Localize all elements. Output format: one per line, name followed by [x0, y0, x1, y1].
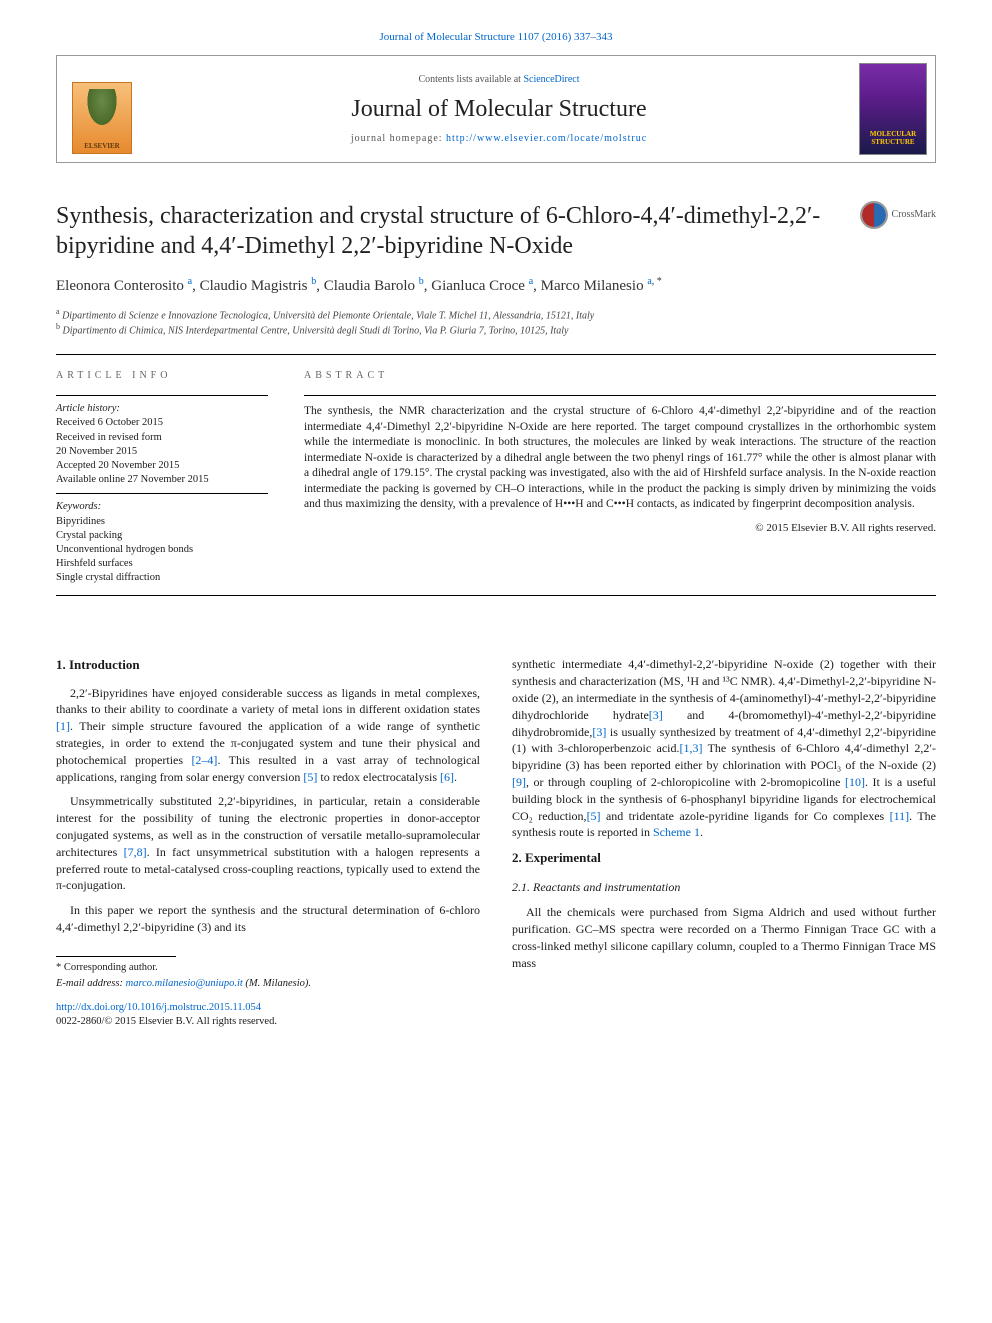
- article-title: Synthesis, characterization and crystal …: [56, 201, 840, 261]
- title-row: Synthesis, characterization and crystal …: [56, 201, 936, 261]
- corresponding-label: * Corresponding author.: [56, 961, 480, 975]
- scheme-link[interactable]: Scheme 1: [653, 825, 700, 839]
- body-columns: 1. Introduction 2,2′-Bipyridines have en…: [56, 656, 936, 1029]
- elsevier-label: ELSEVIER: [84, 142, 119, 152]
- author: Gianluca Croce a: [431, 278, 533, 294]
- keyword: Bipyridines: [56, 515, 268, 529]
- intro-p1: 2,2′-Bipyridines have enjoyed considerab…: [56, 685, 480, 786]
- article-info-label: ARTICLE INFO: [56, 369, 268, 383]
- corresponding-email: E-mail address: marco.milanesio@uniupo.i…: [56, 977, 480, 991]
- doi-link[interactable]: http://dx.doi.org/10.1016/j.molstruc.201…: [56, 1002, 261, 1013]
- abstract-copyright: © 2015 Elsevier B.V. All rights reserved…: [304, 521, 936, 536]
- keyword: Single crystal diffraction: [56, 571, 268, 585]
- journal-cover-icon: MOLECULARSTRUCTURE: [859, 63, 927, 155]
- affiliation-a: a Dipartimento di Scienze e Innovazione …: [56, 307, 936, 323]
- homepage-line: journal homepage: http://www.elsevier.co…: [147, 132, 851, 146]
- ref-link[interactable]: [10]: [845, 775, 865, 789]
- ref-link[interactable]: [3]: [592, 725, 606, 739]
- info-abstract-row: ARTICLE INFO Article history: Received 6…: [56, 369, 936, 585]
- rule-top: [56, 354, 936, 355]
- email-link[interactable]: marco.milanesio@uniupo.it: [126, 978, 243, 989]
- col2-p1: synthetic intermediate 4,4′-dimethyl-2,2…: [512, 656, 936, 841]
- abstract-rule: [304, 395, 936, 396]
- crossmark-badge[interactable]: CrossMark: [860, 201, 936, 229]
- abstract-label: ABSTRACT: [304, 369, 936, 383]
- body-col-right: synthetic intermediate 4,4′-dimethyl-2,2…: [512, 656, 936, 1029]
- intro-p2: Unsymmetrically substituted 2,2′-bipyrid…: [56, 793, 480, 894]
- citation-link[interactable]: Journal of Molecular Structure 1107 (201…: [380, 31, 613, 43]
- affiliation-b: b Dipartimento di Chimica, NIS Interdepa…: [56, 322, 936, 338]
- doi-line: http://dx.doi.org/10.1016/j.molstruc.201…: [56, 1001, 480, 1015]
- ref-link[interactable]: [6]: [440, 770, 454, 784]
- article-info-block: Article history: Received 6 October 2015…: [56, 395, 268, 585]
- article-info-col: ARTICLE INFO Article history: Received 6…: [56, 369, 268, 585]
- elsevier-tree-icon: [85, 89, 119, 129]
- ref-link[interactable]: [1,3]: [680, 741, 703, 755]
- homepage-prefix: journal homepage:: [351, 133, 446, 144]
- ref-link[interactable]: [2–4]: [191, 753, 217, 767]
- ref-link[interactable]: [1]: [56, 719, 70, 733]
- rule-bottom: [56, 595, 936, 596]
- homepage-link[interactable]: http://www.elsevier.com/locate/molstruc: [446, 133, 647, 144]
- contents-line: Contents lists available at ScienceDirec…: [147, 73, 851, 87]
- intro-p3: In this paper we report the synthesis an…: [56, 902, 480, 936]
- experimental-subheading: 2.1. Reactants and instrumentation: [512, 879, 936, 896]
- header-center: Contents lists available at ScienceDirec…: [147, 56, 851, 162]
- header-box: ELSEVIER Contents lists available at Sci…: [56, 55, 936, 163]
- experimental-heading: 2. Experimental: [512, 849, 936, 867]
- ref-link[interactable]: [11]: [890, 809, 910, 823]
- footer-block: * Corresponding author. E-mail address: …: [56, 956, 480, 1030]
- body-col-left: 1. Introduction 2,2′-Bipyridines have en…: [56, 656, 480, 1029]
- corresponding-asterisk: , *: [652, 276, 662, 287]
- keywords-label: Keywords:: [56, 500, 268, 514]
- sciencedirect-link[interactable]: ScienceDirect: [523, 74, 579, 85]
- exp-p1: All the chemicals were purchased from Si…: [512, 904, 936, 971]
- history-label: Article history:: [56, 402, 268, 416]
- keyword: Unconventional hydrogen bonds: [56, 543, 268, 557]
- journal-title: Journal of Molecular Structure: [147, 93, 851, 127]
- contents-prefix: Contents lists available at: [418, 74, 523, 85]
- abstract-col: ABSTRACT The synthesis, the NMR characte…: [304, 369, 936, 585]
- crossmark-icon: [860, 201, 888, 229]
- cover-text: MOLECULARSTRUCTURE: [870, 131, 916, 146]
- ref-link[interactable]: [5]: [303, 770, 317, 784]
- date-line: 20 November 2015: [56, 445, 268, 459]
- date-line: Received 6 October 2015: [56, 416, 268, 430]
- keyword: Crystal packing: [56, 529, 268, 543]
- crossmark-label: CrossMark: [892, 208, 936, 222]
- keyword: Hirshfeld surfaces: [56, 557, 268, 571]
- author: Eleonora Conterosito a: [56, 278, 192, 294]
- abstract-text: The synthesis, the NMR characterization …: [304, 404, 936, 513]
- header-left: ELSEVIER: [57, 56, 147, 162]
- ref-link[interactable]: [5]: [587, 809, 601, 823]
- author: Marco Milanesio a, *: [541, 278, 662, 294]
- author: Claudia Barolo b: [324, 278, 424, 294]
- ref-link[interactable]: [9]: [512, 775, 526, 789]
- affiliations: a Dipartimento di Scienze e Innovazione …: [56, 307, 936, 339]
- author: Claudio Magistris b: [200, 278, 317, 294]
- date-line: Received in revised form: [56, 431, 268, 445]
- elsevier-logo: ELSEVIER: [72, 82, 132, 154]
- date-line: Accepted 20 November 2015: [56, 459, 268, 473]
- ref-link[interactable]: [3]: [649, 708, 663, 722]
- header-right: MOLECULARSTRUCTURE: [851, 56, 935, 162]
- authors: Eleonora Conterosito a, Claudio Magistri…: [56, 275, 936, 296]
- date-line: Available online 27 November 2015: [56, 473, 268, 487]
- intro-heading: 1. Introduction: [56, 656, 480, 674]
- header-citation: Journal of Molecular Structure 1107 (201…: [56, 30, 936, 45]
- ref-link[interactable]: [7,8]: [124, 845, 147, 859]
- issn-line: 0022-2860/© 2015 Elsevier B.V. All right…: [56, 1015, 480, 1029]
